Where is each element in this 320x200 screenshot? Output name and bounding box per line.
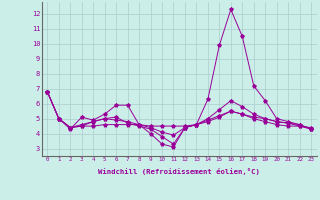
X-axis label: Windchill (Refroidissement éolien,°C): Windchill (Refroidissement éolien,°C): [98, 168, 260, 175]
